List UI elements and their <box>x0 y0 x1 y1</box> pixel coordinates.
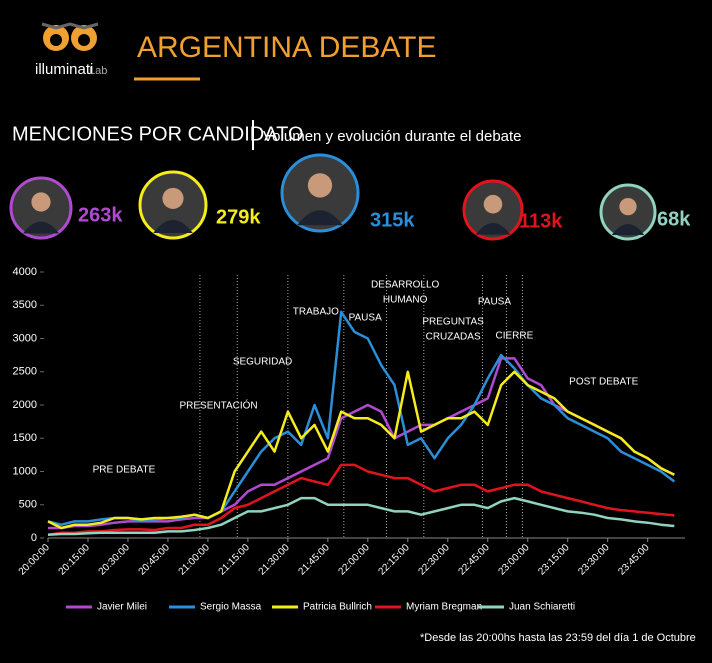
phase-label: TRABAJO <box>293 307 339 318</box>
x-tick-label: 23:15:00 <box>536 542 572 578</box>
y-tick-label: 1500 <box>13 432 37 444</box>
y-tick-label: 2500 <box>13 366 37 378</box>
x-tick-label: 20:15:00 <box>57 542 93 578</box>
legend-label: Javier Milei <box>97 602 147 613</box>
x-tick-label: 22:00:00 <box>337 542 373 578</box>
logo-brow <box>41 22 99 30</box>
footnote: *Desde las 20:00hs hasta las 23:59 del d… <box>420 632 696 644</box>
y-tick-label: 1000 <box>13 465 37 477</box>
legend-label: Juan Schiaretti <box>509 602 575 613</box>
series-line <box>47 496 675 536</box>
logo-pupil <box>78 34 90 46</box>
mention-total: 315k <box>370 209 415 231</box>
phase-label: HUMANO <box>383 295 428 306</box>
y-tick-label: 3000 <box>13 332 37 344</box>
candidates: 263k 279k 315k 113k 68k <box>9 153 691 241</box>
x-tick-label: 22:15:00 <box>376 542 412 578</box>
y-tick-label: 0 <box>31 532 37 544</box>
series-line <box>47 370 675 530</box>
phase-label: POST DEBATE <box>569 377 638 388</box>
phase-label: PRE DEBATE <box>93 465 156 476</box>
y-tick-label: 2000 <box>13 399 37 411</box>
photo-head <box>162 187 184 209</box>
y-tick-label: 3500 <box>13 299 37 311</box>
series-line <box>47 463 675 536</box>
phase-label: DESARROLLO <box>371 280 440 291</box>
x-tick-label: 22:45:00 <box>456 542 492 578</box>
x-tick-label: 23:00:00 <box>496 542 532 578</box>
x-tick-label: 21:15:00 <box>217 542 253 578</box>
x-tick-label: 23:30:00 <box>576 542 612 578</box>
photo-head <box>307 173 333 198</box>
x-tick-label: 23:45:00 <box>616 542 652 578</box>
photo-head <box>31 192 51 212</box>
chart: 0 500 1000 1500 2000 2500 3000 3500 4000 20:00:00… <box>13 266 685 613</box>
y-tick-label: 4000 <box>13 266 37 278</box>
photo-body <box>153 219 193 234</box>
photo-head <box>483 194 503 214</box>
subheading: Volumen y evolución durante el debate <box>263 128 522 145</box>
phase-label: PREGUNTAS <box>422 317 484 328</box>
x-tick-label: 21:45:00 <box>297 542 333 578</box>
logo: illuminati Lab <box>35 22 107 78</box>
x-tick-label: 21:30:00 <box>257 542 293 578</box>
mention-total: 68k <box>657 208 691 230</box>
legend-label: Sergio Massa <box>200 602 262 613</box>
photo-body <box>475 223 511 235</box>
legend-label: Patricia Bullrich <box>303 602 372 613</box>
mention-total: 113k <box>519 210 563 232</box>
phase-label: SEGURIDAD <box>233 357 292 368</box>
x-tick-label: 22:30:00 <box>416 542 452 578</box>
mention-total: 263k <box>78 204 123 226</box>
phase-label: PRESENTACIÓN <box>179 399 257 412</box>
x-tick-label: 21:00:00 <box>177 542 213 578</box>
mention-total: 279k <box>216 206 261 228</box>
y-tick-label: 500 <box>19 499 37 511</box>
x-tick-label: 20:45:00 <box>137 542 173 578</box>
series-line <box>47 310 676 526</box>
photo-body <box>23 221 59 234</box>
page-title: ARGENTINA DEBATE <box>137 31 437 64</box>
logo-suffix: Lab <box>89 65 107 77</box>
photo-body <box>611 224 645 235</box>
phase-label: CIERRE <box>496 331 534 342</box>
phase-label: PAUSA <box>349 313 382 324</box>
heading: MENCIONES POR CANDIDATO <box>12 123 304 145</box>
phase-label: CRUZADAS <box>426 332 481 343</box>
logo-brand: illuminati <box>35 61 93 78</box>
photo-head <box>619 197 637 216</box>
photo-body <box>297 210 343 226</box>
x-tick-label: 20:30:00 <box>97 542 133 578</box>
logo-pupil <box>50 34 62 46</box>
legend-label: Myriam Bregman <box>406 602 482 613</box>
phase-label: PAUSA <box>478 297 511 308</box>
x-tick-label: 20:00:00 <box>17 542 53 578</box>
